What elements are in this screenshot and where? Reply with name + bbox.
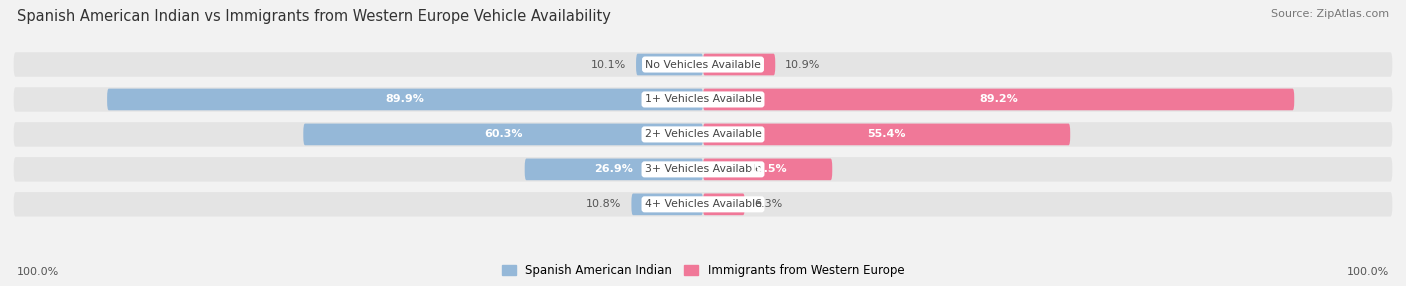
Text: 10.8%: 10.8%: [586, 199, 621, 209]
Text: 10.1%: 10.1%: [591, 59, 626, 69]
Text: 6.3%: 6.3%: [755, 199, 783, 209]
Text: 55.4%: 55.4%: [868, 130, 905, 139]
Text: 4+ Vehicles Available: 4+ Vehicles Available: [644, 199, 762, 209]
Text: 89.9%: 89.9%: [385, 94, 425, 104]
Text: 26.9%: 26.9%: [595, 164, 633, 174]
Text: 100.0%: 100.0%: [1347, 267, 1389, 277]
Legend: Spanish American Indian, Immigrants from Western Europe: Spanish American Indian, Immigrants from…: [502, 264, 904, 277]
FancyBboxPatch shape: [304, 124, 703, 145]
FancyBboxPatch shape: [703, 124, 1070, 145]
Text: No Vehicles Available: No Vehicles Available: [645, 59, 761, 69]
FancyBboxPatch shape: [14, 87, 1392, 112]
Text: 3+ Vehicles Available: 3+ Vehicles Available: [644, 164, 762, 174]
FancyBboxPatch shape: [14, 157, 1392, 182]
Text: Source: ZipAtlas.com: Source: ZipAtlas.com: [1271, 9, 1389, 19]
FancyBboxPatch shape: [524, 158, 703, 180]
FancyBboxPatch shape: [107, 89, 703, 110]
FancyBboxPatch shape: [631, 194, 703, 215]
Text: 10.9%: 10.9%: [785, 59, 821, 69]
FancyBboxPatch shape: [636, 54, 703, 75]
FancyBboxPatch shape: [703, 89, 1295, 110]
Text: 2+ Vehicles Available: 2+ Vehicles Available: [644, 130, 762, 139]
FancyBboxPatch shape: [14, 122, 1392, 147]
FancyBboxPatch shape: [703, 158, 832, 180]
Text: 100.0%: 100.0%: [17, 267, 59, 277]
FancyBboxPatch shape: [14, 52, 1392, 77]
FancyBboxPatch shape: [14, 192, 1392, 217]
FancyBboxPatch shape: [703, 54, 775, 75]
Text: 89.2%: 89.2%: [979, 94, 1018, 104]
Text: Spanish American Indian vs Immigrants from Western Europe Vehicle Availability: Spanish American Indian vs Immigrants fr…: [17, 9, 610, 23]
Text: 19.5%: 19.5%: [748, 164, 787, 174]
FancyBboxPatch shape: [703, 194, 745, 215]
Text: 60.3%: 60.3%: [484, 130, 523, 139]
Text: 1+ Vehicles Available: 1+ Vehicles Available: [644, 94, 762, 104]
